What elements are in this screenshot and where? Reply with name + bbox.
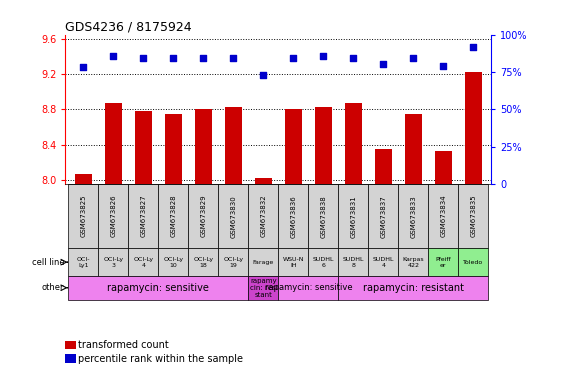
Bar <box>248 248 278 276</box>
Bar <box>68 184 98 248</box>
Bar <box>345 103 362 184</box>
Text: Pfeiff
er: Pfeiff er <box>436 257 451 268</box>
Bar <box>339 248 368 276</box>
Bar <box>278 184 308 248</box>
Text: GSM673832: GSM673832 <box>260 195 266 237</box>
Bar <box>285 109 302 184</box>
Text: Karpas
422: Karpas 422 <box>403 257 424 268</box>
Text: GSM673834: GSM673834 <box>440 195 446 237</box>
Text: GSM673836: GSM673836 <box>290 195 296 238</box>
Text: GSM673835: GSM673835 <box>470 195 477 237</box>
Bar <box>195 109 211 184</box>
Bar <box>339 184 368 248</box>
Text: rapamycin: sensitive: rapamycin: sensitive <box>265 283 352 292</box>
Text: GSM673830: GSM673830 <box>230 195 236 238</box>
Bar <box>339 276 488 300</box>
Bar <box>248 276 278 300</box>
Text: GDS4236 / 8175924: GDS4236 / 8175924 <box>65 20 192 33</box>
Text: Toledo: Toledo <box>463 260 483 265</box>
Text: WSU-N
IH: WSU-N IH <box>282 257 304 268</box>
Bar <box>158 248 189 276</box>
Bar <box>98 184 128 248</box>
Point <box>109 53 118 59</box>
Bar <box>128 184 158 248</box>
Text: rapamy
cin: resi
stant: rapamy cin: resi stant <box>249 278 277 298</box>
Point <box>438 63 448 69</box>
Point <box>79 65 88 71</box>
Point <box>169 55 178 61</box>
Point <box>379 61 388 68</box>
Text: GSM673837: GSM673837 <box>381 195 386 238</box>
Text: OCI-Ly
10: OCI-Ly 10 <box>163 257 183 268</box>
Text: OCI-Ly
4: OCI-Ly 4 <box>133 257 153 268</box>
Bar <box>398 184 428 248</box>
Bar <box>435 151 452 184</box>
Point <box>229 55 238 61</box>
Bar <box>255 178 272 184</box>
Bar <box>428 184 458 248</box>
Point <box>349 55 358 61</box>
Text: GSM673826: GSM673826 <box>110 195 116 237</box>
Text: SUDHL
6: SUDHL 6 <box>312 257 334 268</box>
Bar <box>278 248 308 276</box>
Text: other: other <box>42 283 64 292</box>
Text: OCI-Ly
19: OCI-Ly 19 <box>223 257 243 268</box>
Bar <box>465 73 482 184</box>
Bar <box>135 111 152 184</box>
Point <box>289 55 298 61</box>
Bar <box>458 184 488 248</box>
Text: rapamycin: sensitive: rapamycin: sensitive <box>107 283 209 293</box>
Text: SUDHL
8: SUDHL 8 <box>343 257 364 268</box>
Bar <box>225 107 241 184</box>
Text: SUDHL
4: SUDHL 4 <box>373 257 394 268</box>
Bar <box>405 114 421 184</box>
Bar <box>68 248 98 276</box>
Text: transformed count: transformed count <box>78 340 169 350</box>
Text: percentile rank within the sample: percentile rank within the sample <box>78 354 243 364</box>
Point <box>319 53 328 59</box>
Bar <box>158 184 189 248</box>
Bar <box>248 184 278 248</box>
Point <box>139 55 148 61</box>
Bar <box>375 149 391 184</box>
Text: GSM673831: GSM673831 <box>350 195 356 238</box>
Text: GSM673825: GSM673825 <box>80 195 86 237</box>
Text: OCI-
Ly1: OCI- Ly1 <box>77 257 90 268</box>
Bar <box>368 248 398 276</box>
Bar <box>458 248 488 276</box>
Bar <box>218 248 248 276</box>
Point <box>409 55 418 61</box>
Text: Farage: Farage <box>253 260 274 265</box>
Bar <box>189 184 218 248</box>
Bar <box>68 276 248 300</box>
Bar <box>165 114 182 184</box>
Text: cell line: cell line <box>32 258 64 266</box>
Bar <box>368 184 398 248</box>
Text: OCI-Ly
3: OCI-Ly 3 <box>103 257 123 268</box>
Bar <box>278 276 339 300</box>
Bar <box>98 248 128 276</box>
Text: GSM673833: GSM673833 <box>410 195 416 238</box>
Point <box>199 55 208 61</box>
Bar <box>308 248 339 276</box>
Bar <box>315 107 332 184</box>
Text: GSM673827: GSM673827 <box>140 195 147 237</box>
Text: GSM673828: GSM673828 <box>170 195 176 237</box>
Point <box>259 72 268 78</box>
Bar <box>218 184 248 248</box>
Bar <box>428 248 458 276</box>
Text: GSM673838: GSM673838 <box>320 195 327 238</box>
Point <box>469 43 478 50</box>
Bar <box>128 248 158 276</box>
Bar <box>75 174 91 184</box>
Bar <box>105 103 122 184</box>
Text: OCI-Ly
18: OCI-Ly 18 <box>193 257 214 268</box>
Text: GSM673829: GSM673829 <box>201 195 206 237</box>
Text: rapamycin: resistant: rapamycin: resistant <box>363 283 464 293</box>
Bar <box>398 248 428 276</box>
Bar <box>308 184 339 248</box>
Bar <box>189 248 218 276</box>
